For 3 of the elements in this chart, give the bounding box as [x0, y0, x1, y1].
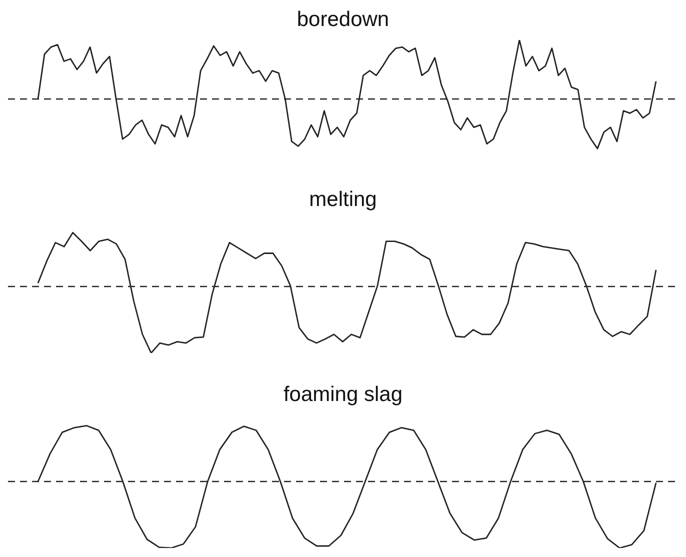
- chart-title: melting: [308, 188, 378, 213]
- chart-title: boredown: [296, 8, 390, 33]
- chart-title: foaming slag: [282, 383, 404, 408]
